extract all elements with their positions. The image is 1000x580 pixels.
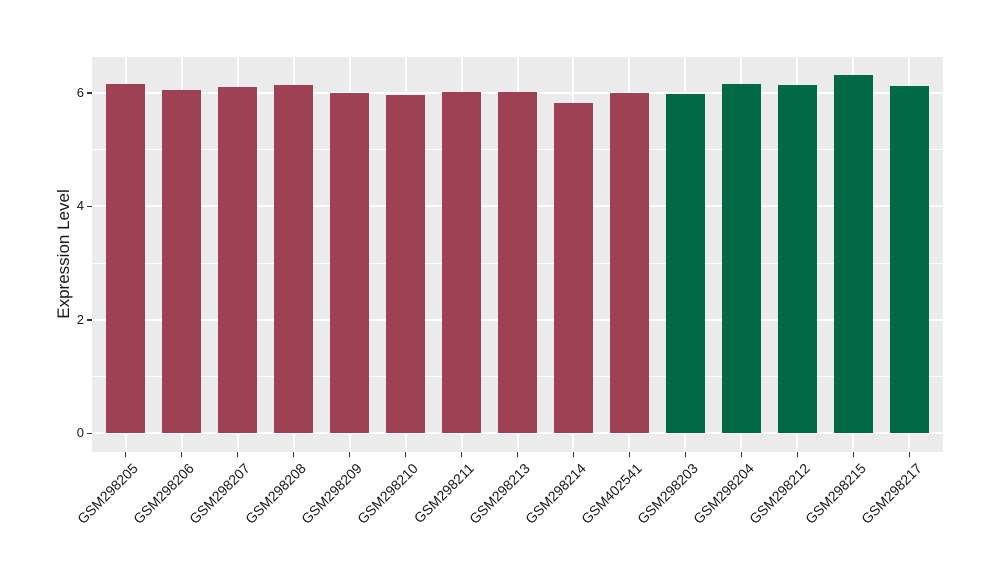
bar-GSM298206 (162, 89, 202, 434)
plot-panel (92, 57, 943, 452)
x-tick-mark (908, 452, 911, 457)
bar-GSM298215 (833, 75, 873, 434)
y-tick-label: 4 (76, 198, 84, 214)
bar-GSM298205 (106, 83, 146, 434)
x-tick-mark (796, 452, 799, 457)
y-tick-mark (87, 92, 92, 94)
x-tick-mark (852, 452, 855, 457)
bar-GSM298207 (218, 86, 258, 434)
x-tick-mark (684, 452, 687, 457)
x-tick-mark (404, 452, 407, 457)
x-tick-mark (460, 452, 463, 457)
x-tick-mark (516, 452, 519, 457)
x-tick-mark (348, 452, 351, 457)
bar-GSM298213 (498, 92, 537, 434)
bar-GSM298212 (777, 84, 817, 434)
x-tick-mark (180, 452, 183, 457)
bar-GSM298204 (721, 84, 761, 434)
x-tick-mark (740, 452, 743, 457)
y-tick-label: 6 (76, 84, 84, 100)
bar-GSM298209 (330, 93, 370, 434)
bar-GSM298214 (553, 102, 593, 434)
bar-GSM298217 (889, 85, 929, 434)
bar-GSM298208 (274, 85, 314, 434)
y-tick-label: 2 (76, 311, 84, 327)
y-tick-mark (87, 319, 92, 321)
y-tick-mark (87, 432, 92, 435)
bar-GSM298210 (386, 95, 426, 434)
y-tick-label: 0 (76, 425, 84, 441)
bar-GSM402541 (609, 92, 649, 434)
bar-GSM298211 (442, 92, 481, 434)
y-tick-mark (87, 205, 92, 207)
x-tick-mark (236, 452, 239, 457)
x-tick-mark (124, 452, 127, 457)
x-tick-mark (628, 452, 631, 457)
x-tick-mark (292, 452, 295, 457)
x-tick-mark (572, 452, 575, 457)
bar-GSM298203 (665, 94, 705, 434)
